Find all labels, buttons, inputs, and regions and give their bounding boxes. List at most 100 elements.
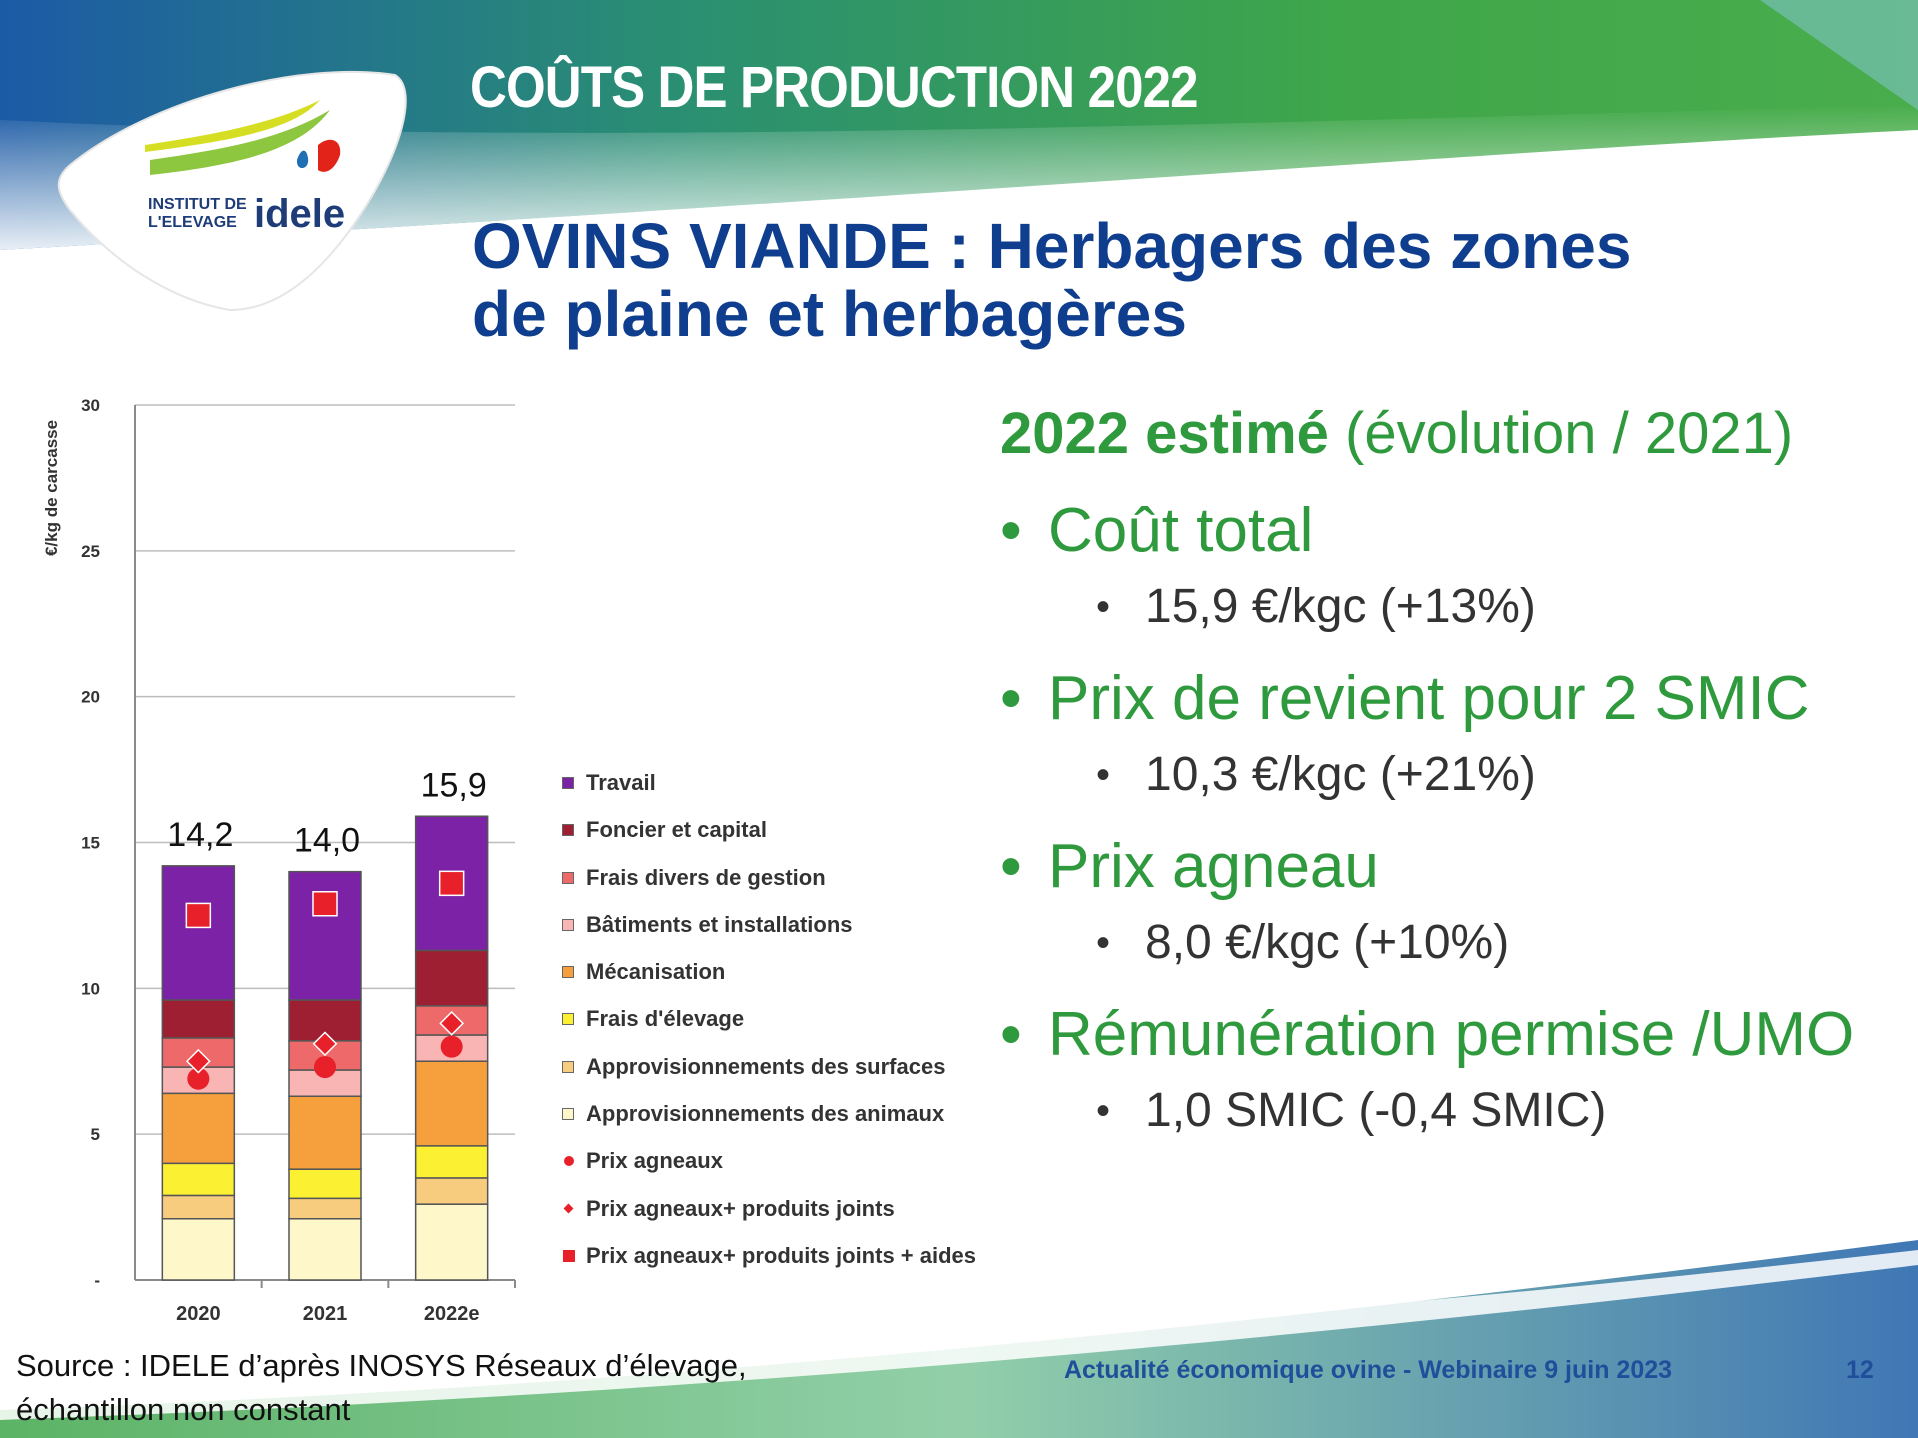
legend-item: Prix agneaux+ produits joints (562, 1194, 976, 1241)
top-band-fade (0, 105, 1918, 250)
logo-line1: INSTITUT DE (148, 196, 247, 213)
legend-item: Frais d'élevage (562, 1004, 976, 1051)
bullet: • (1000, 832, 1022, 901)
footer-text: Actualité économique ovine - Webinaire 9… (1064, 1356, 1673, 1384)
stacked-bar-chart: - 5 10 15 20 25 30 14,2 2020 14,0 2021 15,9 2022e €/… (42, 396, 516, 1325)
summary-item-value: 15,9 €/kgc (+13%) (1145, 580, 1536, 633)
bar-segment (161, 865, 236, 1001)
summary-heading-bold: 2022 estimé (1000, 401, 1329, 466)
bar-segment (288, 1095, 362, 1170)
bar-total-label: 14,2 (167, 816, 233, 854)
x-tick-label: 2021 (303, 1303, 348, 1325)
logo-swoosh-red (318, 139, 341, 172)
marker-square (185, 902, 212, 929)
bullet: • (1096, 1089, 1111, 1133)
bar-segment (161, 1194, 236, 1220)
summary-item-value: 10,3 €/kgc (+21%) (1145, 748, 1536, 801)
header-label: COÛTS DE PRODUCTION 2022 (470, 55, 1198, 120)
legend-square-marker (563, 1249, 575, 1262)
chart-labels: - 5 10 15 20 25 30 14,2 2020 14,0 2021 15,9 2022e (81, 396, 487, 1325)
bullet: • (1096, 921, 1111, 965)
legend-swatch (562, 1060, 574, 1073)
marker-diamond (312, 1031, 338, 1057)
summary-subitem: • 15,9 €/kgc (+13%) (1000, 572, 1900, 658)
legend-item: Prix agneaux+ produits joints + aides (562, 1241, 976, 1288)
summary-subitem: • 8,0 €/kgc (+10%) (1000, 908, 1900, 994)
bar-segment (161, 1092, 236, 1165)
summary-item-remuneration: • Rémunération permise /UMO (1000, 994, 1900, 1076)
marker-square (438, 870, 465, 897)
bar-segment (288, 1168, 362, 1200)
bar-segment (414, 949, 489, 1007)
logo: INSTITUT DE L'ELEVAGE (148, 196, 247, 232)
legend-swatch (562, 1013, 574, 1026)
legend-label: Foncier et capital (586, 817, 767, 843)
marker-diamond (185, 1048, 211, 1074)
bullet: • (1000, 664, 1022, 733)
legend-swatch (562, 777, 574, 789)
legend-item: Travail (562, 768, 976, 815)
x-tick-label: 2020 (176, 1303, 221, 1325)
source-note: Source : IDELE d’après INOSYS Réseaux d’… (16, 1344, 747, 1432)
y-tick-label: 15 (81, 834, 100, 853)
summary-heading-rest: (évolution / 2021) (1328, 401, 1794, 466)
logo-line2: L'ELEVAGE (148, 214, 237, 231)
summary-item-prix-agneau: • Prix agneau (1000, 826, 1900, 908)
slide-title-line2: de plaine et herbagères (472, 278, 1187, 350)
bar-segment (161, 999, 236, 1039)
marker-circle (187, 1067, 210, 1090)
logo-brand: idele (254, 192, 346, 236)
marker-circle (440, 1035, 463, 1058)
legend-label: Prix agneaux (586, 1148, 723, 1174)
y-tick-label: 10 (81, 979, 100, 998)
legend-label: Frais d'élevage (586, 1006, 745, 1032)
legend-swatch (562, 966, 574, 979)
y-tick-label: 5 (91, 1125, 100, 1144)
y-tick-label: 20 (81, 688, 100, 707)
bar-segment (414, 1177, 489, 1205)
bar-segment (414, 1203, 489, 1281)
summary-item-label: Rémunération permise /UMO (1048, 1000, 1855, 1069)
bar-segment (161, 1218, 236, 1281)
marker-square (312, 891, 338, 917)
chart-legend: Travail Foncier et capital Frais divers de… (562, 768, 976, 1288)
legend-item: Prix agneaux (562, 1146, 976, 1193)
legend-label: Mécanisation (586, 959, 726, 985)
bullet: • (1000, 1000, 1022, 1069)
marker-diamond (439, 1010, 465, 1036)
chart-markers (185, 870, 465, 1090)
legend-swatch (562, 918, 574, 931)
summary-item-value: 8,0 €/kgc (+10%) (1145, 916, 1510, 969)
legend-label: Approvisionnements des animaux (586, 1101, 945, 1127)
legend-swatch (562, 1108, 574, 1121)
legend-label: Approvisionnements des surfaces (586, 1053, 946, 1079)
bar-segment (288, 870, 362, 1001)
source-line1: Source : IDELE d’après INOSYS Réseaux d’… (16, 1348, 747, 1383)
logo-drop-blue (296, 150, 309, 169)
summary-item-label: Prix de revient pour 2 SMIC (1048, 664, 1810, 733)
legend-item: Bâtiments et installations (562, 910, 976, 957)
y-tick-label: - (94, 1271, 100, 1290)
logo-swoosh-yellow (145, 100, 320, 152)
bar-segment (161, 1162, 236, 1197)
summary-heading: 2022 estimé (évolution / 2021) (1000, 400, 1900, 476)
bar-segment (288, 1218, 362, 1281)
bottom-band-white (0, 1250, 1918, 1420)
bar-segment (414, 1060, 489, 1147)
y-axis-label: €/kg de carcasse (42, 420, 61, 556)
summary-panel: 2022 estimé (évolution / 2021) • Coût tot… (1000, 400, 1900, 1162)
summary-item-cout-total: • Coût total (1000, 490, 1900, 572)
legend-swatch (562, 871, 574, 884)
summary-item-label: Coût total (1048, 496, 1314, 565)
bar-segment (414, 1145, 489, 1179)
summary-item-label: Prix agneau (1048, 832, 1379, 901)
legend-label: Frais divers de gestion (586, 864, 826, 890)
x-tick-label: 2022e (424, 1303, 480, 1325)
summary-subitem: • 1,0 SMIC (-0,4 SMIC) (1000, 1076, 1900, 1162)
slide-title: OVINS VIANDE : Herbagers des zones de pl… (472, 212, 1631, 348)
legend-circle-marker (564, 1156, 574, 1167)
slide-title-line1: OVINS VIANDE : Herbagers des zones (472, 210, 1632, 282)
page-number: 12 (1846, 1356, 1874, 1384)
legend-label: Prix agneaux+ produits joints (586, 1195, 895, 1221)
